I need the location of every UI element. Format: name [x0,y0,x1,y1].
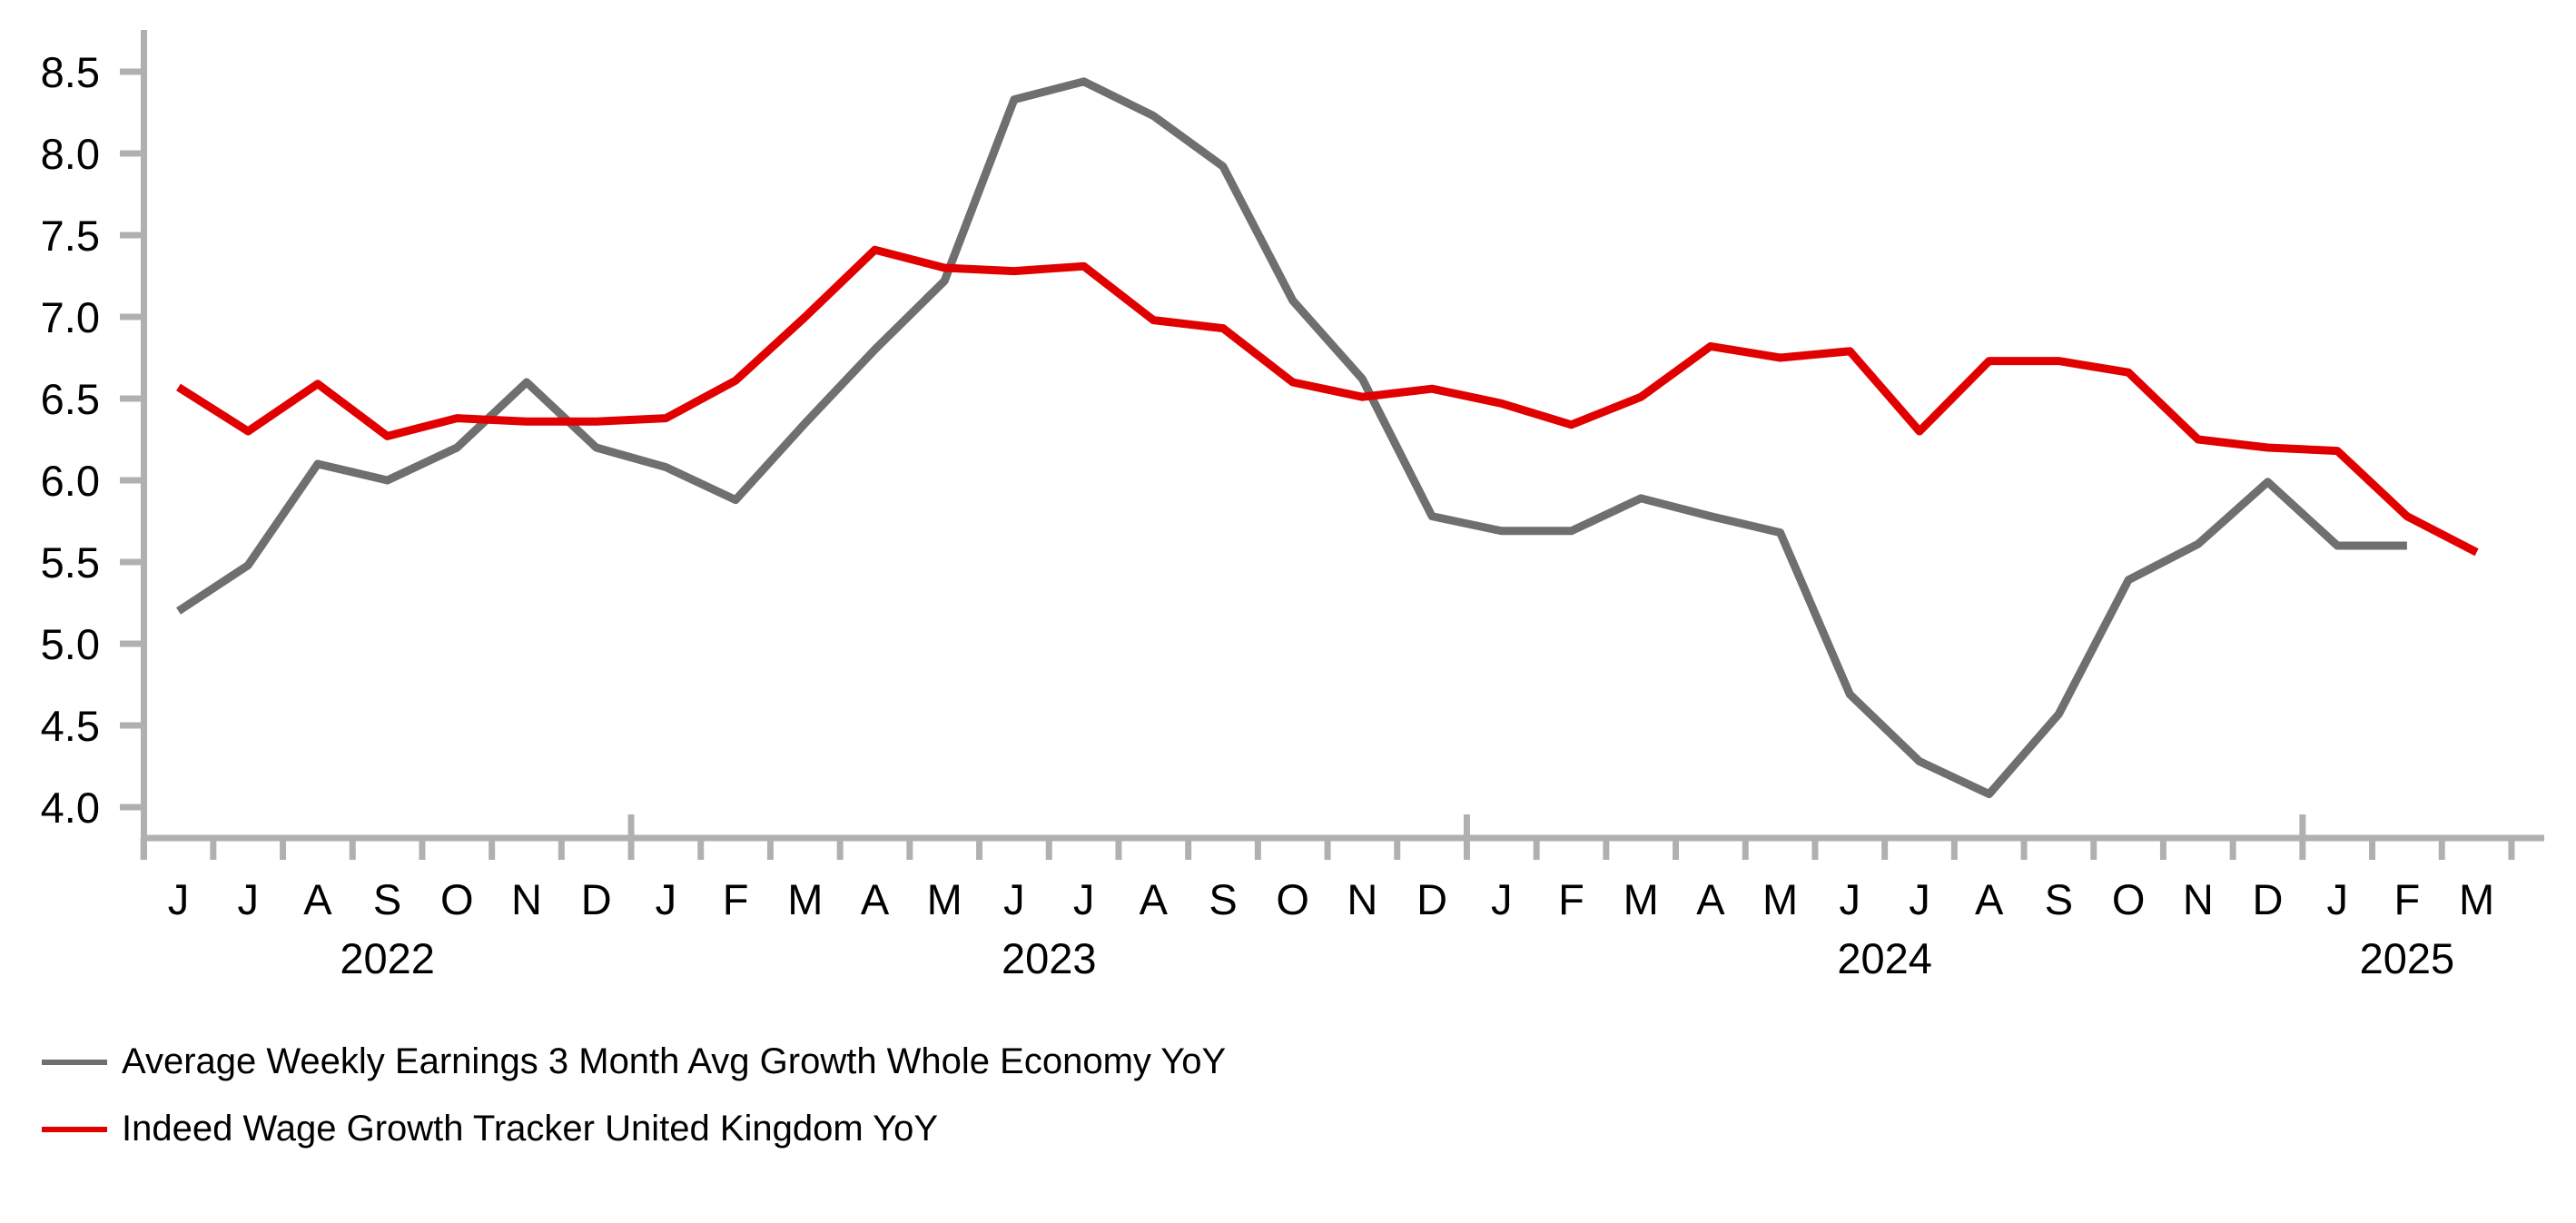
x-month-label: N [511,875,542,923]
y-tick-label: 8.5 [41,48,100,96]
x-month-label: F [1558,875,1584,923]
x-month-label: S [373,875,401,923]
y-tick-label: 7.5 [41,212,100,260]
chart-legend: Average Weekly Earnings 3 Month Avg Grow… [42,1041,1226,1150]
x-month-label: J [168,875,190,923]
x-month-label: M [927,875,962,923]
x-month-label: A [1696,875,1725,923]
x-month-label: J [1840,875,1861,923]
x-month-label: N [2183,875,2214,923]
x-month-label: N [1347,875,1377,923]
y-tick-label: 6.5 [41,375,100,423]
y-tick-label: 5.0 [41,620,100,668]
x-month-label: J [1491,875,1513,923]
awe-legend-label: Average Weekly Earnings 3 Month Avg Grow… [122,1041,1227,1081]
y-tick-label: 4.5 [41,702,100,750]
y-tick-label: 7.0 [41,293,100,341]
x-month-label: O [1276,875,1309,923]
x-year-label: 2024 [1837,934,1932,982]
x-month-label: D [1416,875,1447,923]
x-month-label: M [2459,875,2494,923]
legend-item-indeed: Indeed Wage Growth Tracker United Kingdo… [42,1108,1226,1150]
y-tick-label: 5.5 [41,538,100,587]
x-month-label: S [2045,875,2073,923]
x-month-label: A [1975,875,2004,923]
x-month-label: J [656,875,677,923]
x-month-label: F [2394,875,2421,923]
indeed-line-swatch-icon [42,1126,107,1132]
x-month-label: M [1762,875,1798,923]
x-month-label: J [1073,875,1095,923]
x-year-label: 2023 [1002,934,1097,982]
x-month-label: S [1209,875,1237,923]
series-line-awe [176,77,2407,799]
y-tick-label: 8.0 [41,130,100,178]
x-month-label: J [2326,875,2348,923]
x-month-label: D [2253,875,2284,923]
y-tick-label: 4.0 [41,784,100,832]
x-month-label: F [723,875,749,923]
awe-line-swatch-icon [42,1059,107,1065]
x-month-label: J [237,875,259,923]
x-year-label: 2022 [340,934,435,982]
x-month-label: M [1624,875,1659,923]
x-month-label: J [1909,875,1930,923]
x-month-label: J [1003,875,1025,923]
indeed-legend-label: Indeed Wage Growth Tracker United Kingdo… [122,1109,939,1149]
legend-item-awe: Average Weekly Earnings 3 Month Avg Grow… [42,1041,1226,1083]
y-tick-label: 6.0 [41,457,100,505]
x-month-label: O [440,875,474,923]
x-month-label: A [303,875,332,923]
x-month-label: A [1140,875,1169,923]
x-month-label: M [787,875,823,923]
x-month-label: A [861,875,890,923]
x-year-label: 2025 [2360,934,2455,982]
series-line-indeed [176,245,2479,557]
x-month-label: O [2112,875,2146,923]
x-month-label: D [581,875,612,923]
